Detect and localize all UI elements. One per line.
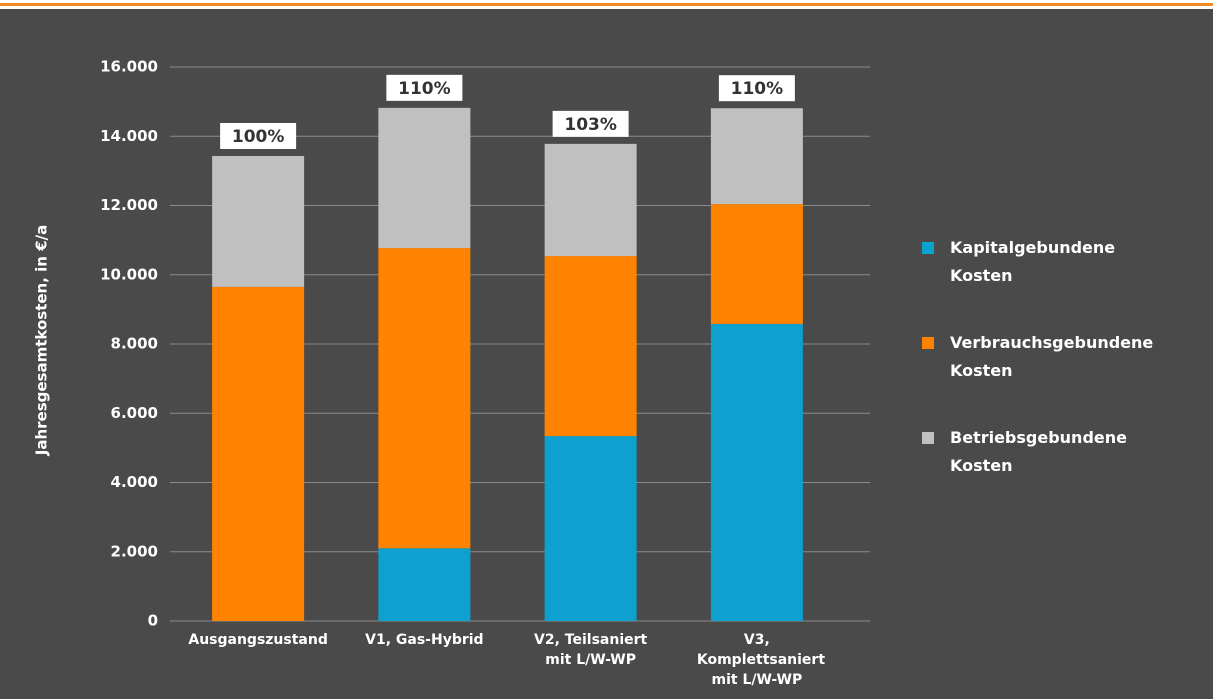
y-tick-label: 0	[148, 612, 158, 630]
legend-swatch	[922, 337, 934, 349]
x-tick-label: V1, Gas-Hybrid	[365, 632, 484, 648]
total-label-box	[552, 110, 629, 137]
legend-swatch	[922, 432, 934, 444]
y-axis-title: Jahresgesamtkosten, in €/a	[33, 225, 51, 456]
bar-segment	[710, 108, 803, 205]
bar-segment	[710, 204, 803, 324]
legend-swatch	[922, 242, 934, 254]
bar-segment	[710, 323, 803, 621]
total-label: 100%	[232, 127, 285, 147]
y-tick-label: 10.000	[100, 265, 158, 283]
y-tick-label: 14.000	[100, 127, 158, 145]
legend-label: Betriebsgebundene Kosten	[950, 428, 1127, 475]
y-tick-label: 6.000	[111, 404, 158, 422]
bar-segment	[378, 548, 471, 621]
total-label-box	[718, 75, 795, 102]
bar-segment	[544, 436, 637, 621]
total-label: 103%	[564, 115, 617, 135]
y-tick-label: 4.000	[111, 473, 158, 491]
bar-segment	[212, 155, 305, 287]
bar-segment	[212, 286, 305, 621]
bar-segment	[544, 143, 637, 257]
y-tick-label: 16.000	[100, 58, 158, 76]
x-tick-label: V3, Komplettsaniert mit L/W-WP	[696, 632, 826, 688]
y-tick-label: 12.000	[100, 196, 158, 214]
top-rule	[0, 3, 1213, 6]
total-label: 110%	[731, 79, 784, 99]
legend-label: Kapitalgebundene Kosten	[950, 238, 1116, 285]
y-tick-label: 2.000	[111, 542, 158, 560]
total-label-box	[386, 74, 463, 101]
x-tick-label: V2, Teilsaniert mit L/W-WP	[534, 632, 648, 668]
y-tick-label: 8.000	[111, 335, 158, 353]
total-label: 110%	[398, 79, 451, 99]
bar-segment	[378, 107, 471, 249]
bar-segment	[378, 248, 471, 549]
legend-label: Verbrauchsgebundene Kosten	[950, 333, 1154, 380]
total-label-box	[220, 122, 297, 149]
x-tick-label: Ausgangszustand	[188, 632, 328, 648]
bar-segment	[544, 256, 637, 437]
